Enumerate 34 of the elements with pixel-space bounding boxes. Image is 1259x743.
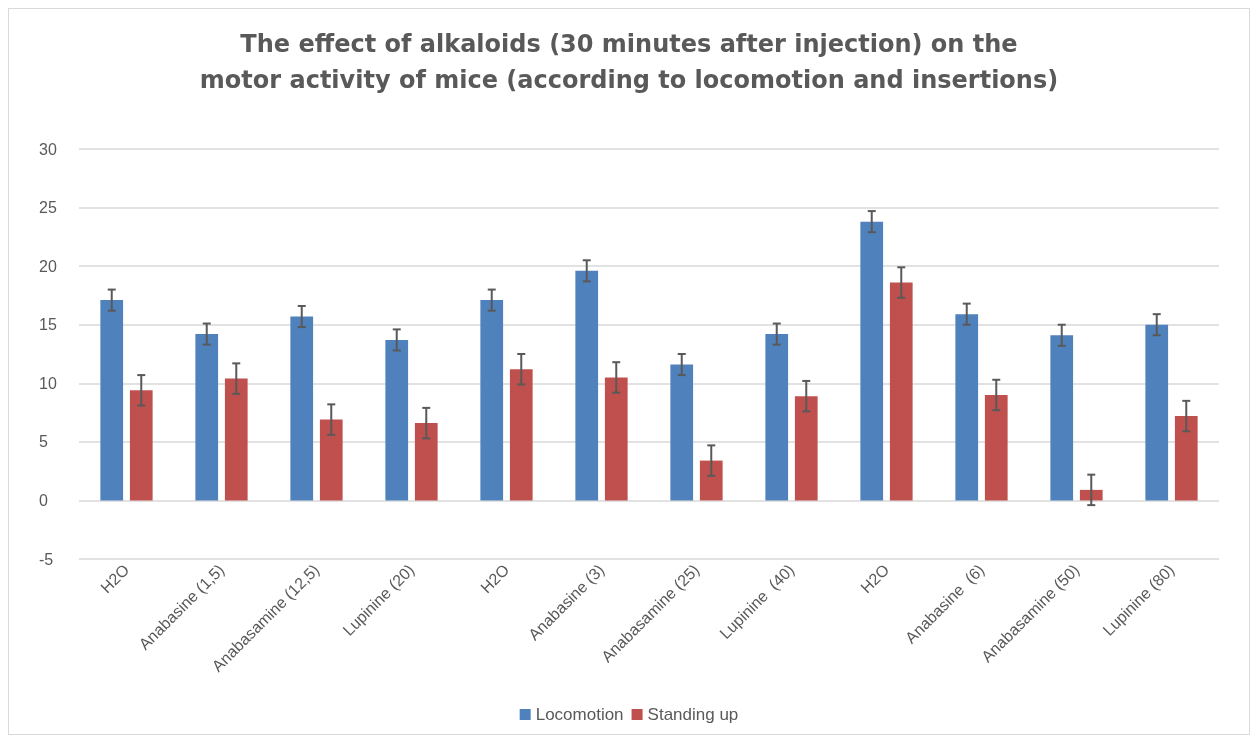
bar [955,314,979,501]
bar [984,395,1008,501]
bar [480,300,504,501]
y-tick-label: 30 [39,140,57,158]
bar [414,423,438,501]
y-tick-label: 15 [39,316,57,334]
bar [765,334,789,501]
y-tick-label: 10 [39,374,57,392]
bar [385,339,409,501]
y-tick-label: 25 [39,199,57,217]
bar [290,316,314,501]
bar [1174,416,1198,501]
bar [224,378,248,501]
bar [1050,335,1074,501]
bar [195,334,219,501]
bar [889,282,913,501]
bar [1145,324,1169,501]
legend-label: Locomotion [535,705,624,724]
chart-title: The effect of alkaloids (30 minutes after injection) on the motor activity of mice (according to locomotion and insertions) [199,30,1059,94]
y-tick-label: 5 [39,433,48,451]
bar [575,270,599,501]
y-tick-label: 20 [39,257,57,275]
bar [794,396,818,501]
bar [509,369,533,501]
bar [860,221,884,501]
bar [319,419,343,501]
y-tick-label: 0 [39,491,48,509]
bar [699,460,723,501]
y-tick-label: -5 [39,550,54,568]
bar [100,300,124,501]
bar [129,390,153,501]
bar [604,377,628,501]
legend-label: Standing up [647,705,739,724]
bar [670,364,694,501]
